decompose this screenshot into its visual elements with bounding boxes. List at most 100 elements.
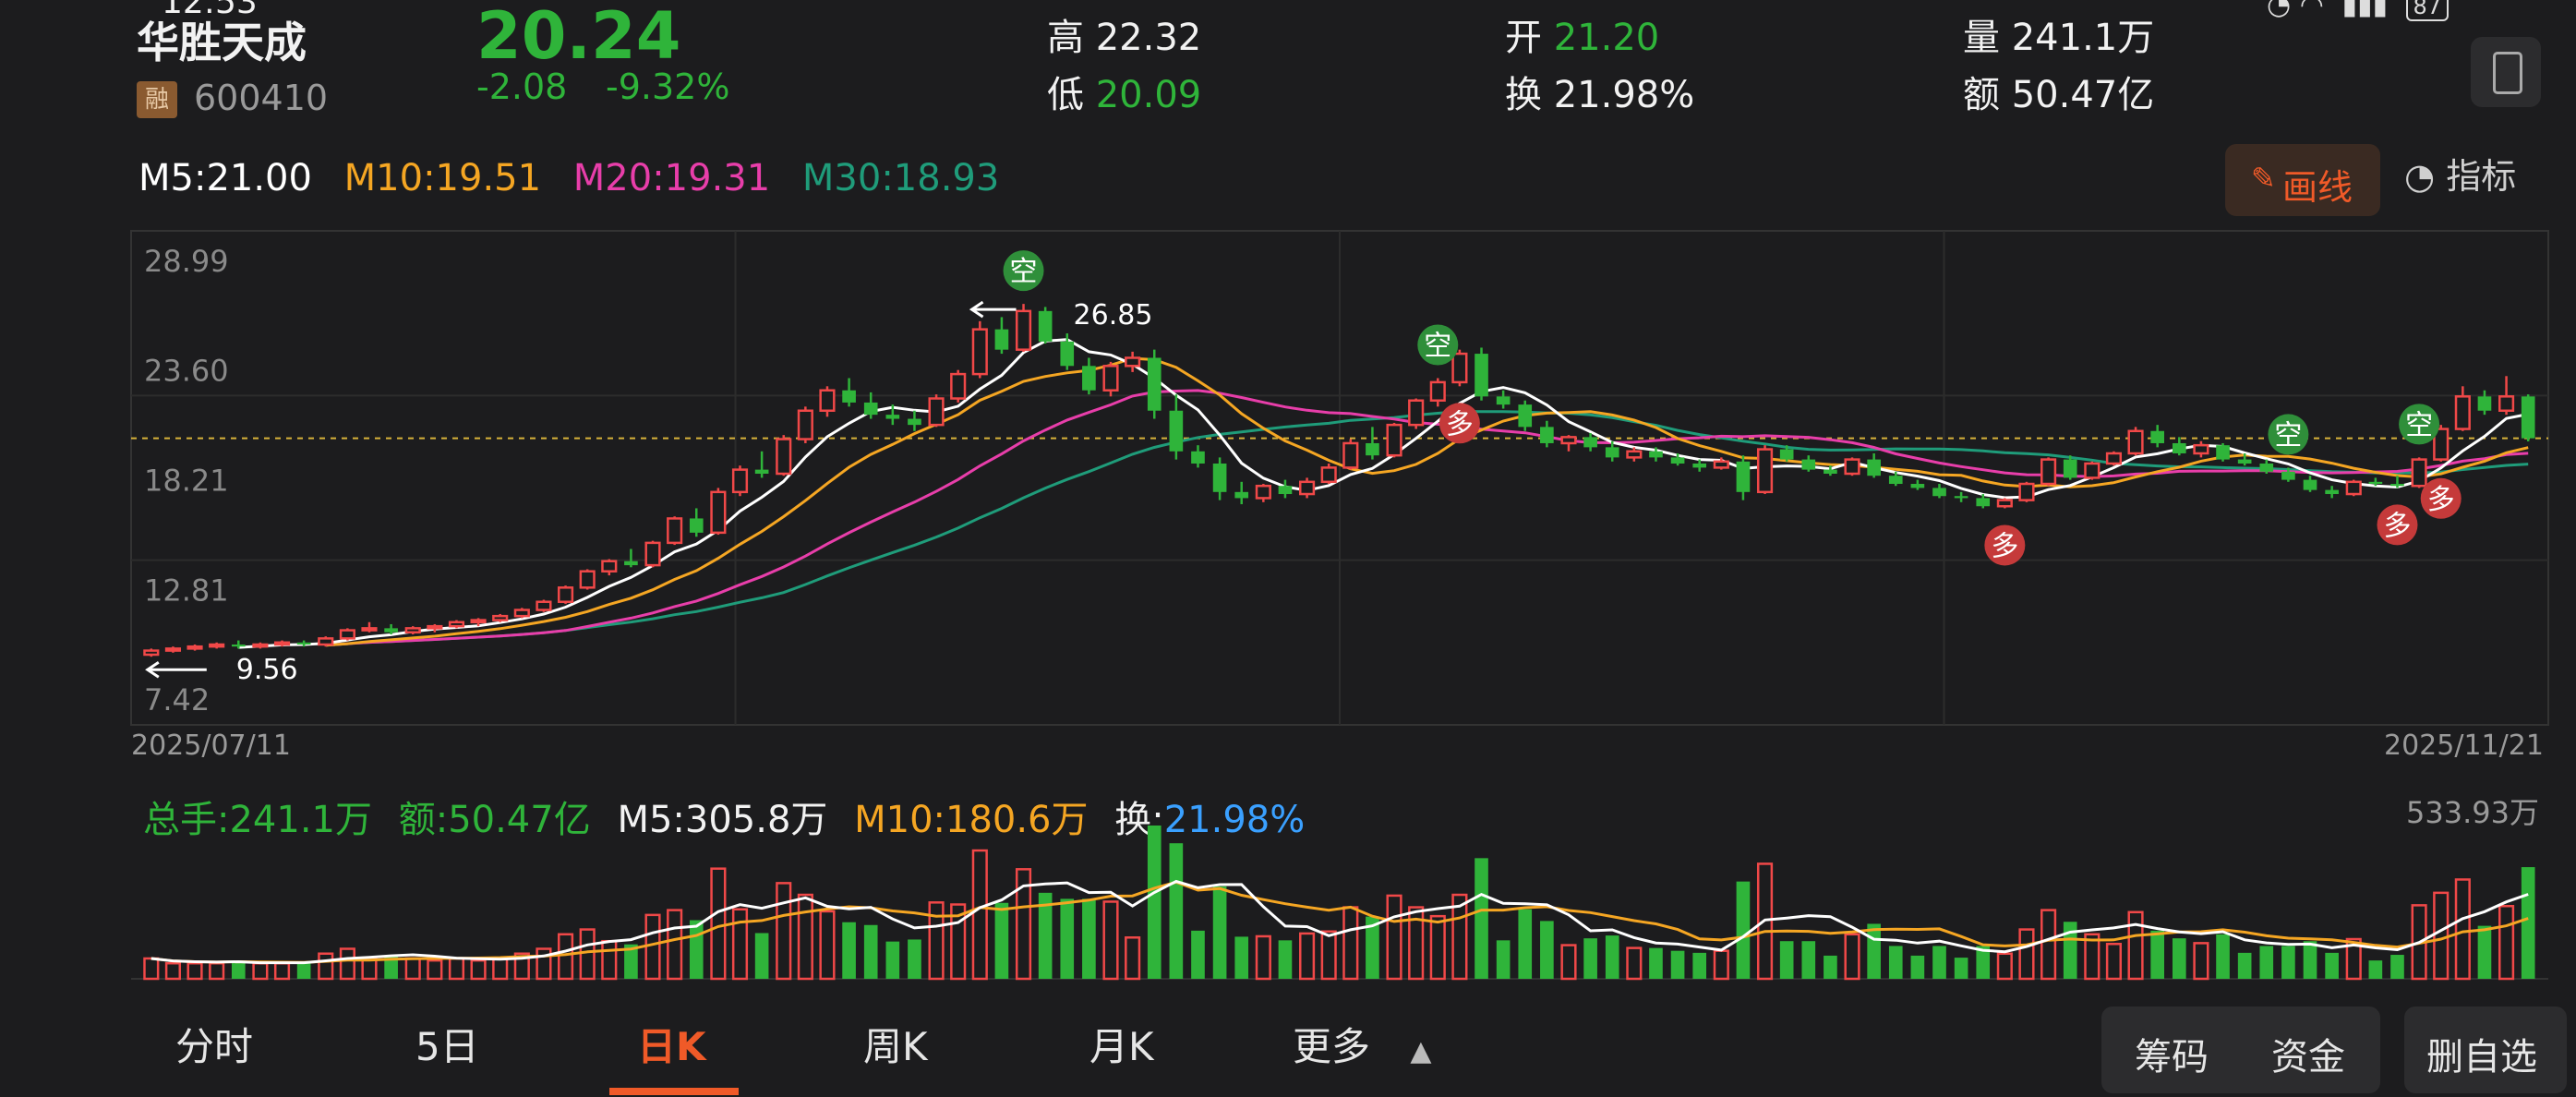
candle-body bbox=[1626, 450, 1643, 459]
amount-label: 额 bbox=[1963, 74, 2000, 116]
caret-up-icon: ▲ bbox=[1410, 1035, 1432, 1067]
candle-body bbox=[1954, 496, 1968, 499]
candle-body bbox=[1191, 451, 1205, 464]
volume-bar bbox=[2303, 941, 2317, 979]
candle-body bbox=[1692, 463, 1707, 468]
candle-body bbox=[296, 642, 311, 645]
candle-body bbox=[2105, 452, 2123, 465]
candle-body bbox=[273, 641, 291, 646]
chips-button[interactable]: 筹码 bbox=[2135, 1036, 2209, 1079]
volume-bar bbox=[1560, 944, 1577, 981]
y-tick-label: 18.21 bbox=[144, 463, 229, 498]
open-label: 开 bbox=[1505, 17, 1542, 59]
volume-bar bbox=[797, 893, 813, 981]
volume-bar bbox=[1320, 930, 1337, 981]
candle-body bbox=[2454, 395, 2471, 430]
volume-bar bbox=[187, 961, 203, 981]
indicator-button[interactable]: ◔ 指标 bbox=[2404, 148, 2516, 199]
tab-more[interactable]: 更多 ▲ bbox=[1293, 1016, 1431, 1072]
volume-bar bbox=[557, 933, 574, 981]
stock-code: 600410 bbox=[194, 78, 329, 118]
high-row: 高 22.32 bbox=[1047, 7, 1201, 61]
candle-body bbox=[2040, 458, 2057, 486]
candle-body bbox=[797, 409, 813, 440]
volume-bar bbox=[1801, 941, 1816, 979]
long-signal-icon bbox=[2377, 504, 2418, 546]
candle-body bbox=[971, 328, 988, 376]
volume-bar bbox=[1954, 958, 1968, 979]
tab-daily-k[interactable]: 日K bbox=[637, 1024, 706, 1069]
volume-bar bbox=[1234, 936, 1249, 979]
candle-body bbox=[252, 643, 269, 648]
volume-bar bbox=[1888, 946, 1903, 979]
remove-watchlist-button[interactable]: 删自选 bbox=[2404, 1007, 2567, 1093]
draw-line-button[interactable]: ✎ 画线 bbox=[2225, 144, 2380, 216]
volume-bar bbox=[1191, 930, 1205, 979]
volume-bar bbox=[819, 910, 836, 981]
high-arrow-head bbox=[969, 300, 984, 319]
volume-bar bbox=[2498, 905, 2515, 981]
candle-body bbox=[754, 469, 769, 475]
candle-body bbox=[2063, 459, 2077, 478]
signal-label: 多 bbox=[2383, 510, 2411, 542]
battery-icon: 87 bbox=[2405, 0, 2450, 21]
turnover-value: 21.98% bbox=[1553, 74, 1695, 116]
y-tick-label: 28.99 bbox=[144, 244, 229, 279]
candle-body bbox=[1451, 352, 1468, 384]
candle-body bbox=[470, 619, 487, 624]
tab-weekly-k[interactable]: 周K bbox=[863, 1024, 928, 1069]
candle-body bbox=[601, 560, 618, 573]
funds-button[interactable]: 资金 bbox=[2271, 1036, 2345, 1079]
signal-label: 多 bbox=[1991, 530, 2018, 562]
landscape-toggle-button[interactable] bbox=[2471, 37, 2541, 107]
signal-label: 多 bbox=[1446, 408, 1474, 440]
status-time: 12:53 bbox=[162, 0, 258, 21]
tab-intraday[interactable]: 分时 bbox=[175, 1024, 254, 1069]
volume-bar bbox=[1102, 900, 1119, 981]
candle-body bbox=[2390, 484, 2404, 487]
candle-body bbox=[164, 647, 181, 652]
volume-bar bbox=[1125, 936, 1141, 981]
tab-5day[interactable]: 5日 bbox=[415, 1024, 479, 1069]
active-tab-indicator bbox=[609, 1088, 739, 1095]
short-signal-icon bbox=[1003, 250, 1044, 292]
volume-bar bbox=[1082, 898, 1096, 979]
volume-bar bbox=[2084, 933, 2101, 981]
candle-body bbox=[1867, 459, 1881, 476]
candle-body bbox=[908, 418, 921, 426]
volume-legend: 总手:241.1万 额:50.47亿 M5:305.8万 M10:180.6万 … bbox=[143, 790, 1305, 843]
volume-row: 量 241.1万 bbox=[1963, 7, 2154, 61]
candle-body bbox=[1540, 427, 1554, 443]
volume-max-label: 533.93万 bbox=[2406, 795, 2539, 830]
volume-bar bbox=[209, 961, 225, 981]
volume-bar bbox=[513, 952, 530, 981]
open-value: 21.20 bbox=[1553, 17, 1660, 59]
volume-bar bbox=[1299, 932, 1316, 981]
tab-monthly-k[interactable]: 月K bbox=[1089, 1024, 1154, 1069]
candle-body bbox=[579, 570, 596, 589]
candle-body bbox=[1824, 469, 1837, 475]
candle-body bbox=[1713, 460, 1729, 469]
candle-body bbox=[1366, 442, 1379, 456]
candle-body bbox=[339, 629, 355, 640]
candle-body bbox=[2127, 429, 2144, 455]
stock-name: 华胜天成 bbox=[137, 18, 307, 67]
candle-body bbox=[143, 649, 160, 657]
tab-more-label: 更多 bbox=[1293, 1024, 1371, 1069]
volume-bar bbox=[1386, 894, 1402, 981]
candle-body bbox=[667, 517, 683, 545]
volume-bar bbox=[579, 928, 596, 981]
candle-body bbox=[1102, 365, 1119, 392]
volume-bar bbox=[928, 901, 945, 981]
long-signal-icon bbox=[2420, 477, 2462, 519]
ma-legend: M5:21.00 M10:19.51 M20:19.31 M30:18.93 bbox=[138, 157, 999, 199]
candle-body bbox=[209, 643, 225, 648]
candle-body bbox=[2345, 480, 2362, 496]
volume-bar bbox=[448, 957, 465, 981]
volume-bar bbox=[404, 957, 421, 981]
candle-body bbox=[557, 586, 574, 603]
candle-body bbox=[1996, 499, 2013, 508]
candle-body bbox=[1475, 354, 1488, 397]
